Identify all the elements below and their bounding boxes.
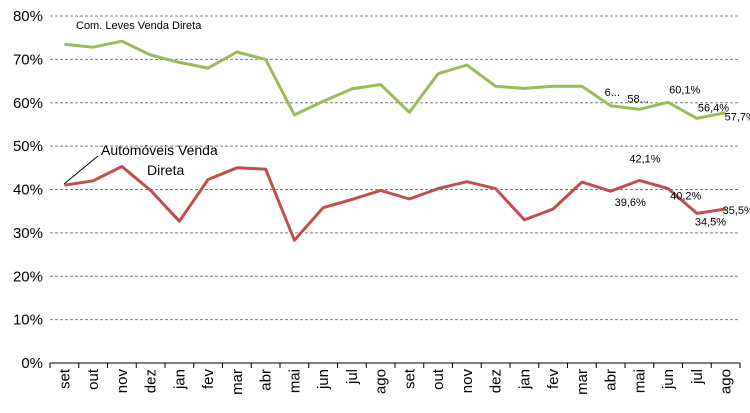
data-label: 56,4% <box>698 102 729 114</box>
x-tick-label: jan <box>171 369 188 390</box>
x-tick-label: abr <box>258 369 275 391</box>
x-tick-label: nov <box>114 369 131 394</box>
x-tick-label: abr <box>603 369 620 391</box>
data-label: 57,7% <box>725 112 750 124</box>
series-line-1 <box>64 165 726 242</box>
x-tick-label: ago <box>373 369 390 394</box>
data-label: 58... <box>627 93 648 105</box>
data-label: 39,6% <box>615 197 646 209</box>
data-label: 6... <box>605 87 620 99</box>
x-axis <box>49 362 741 368</box>
y-tick-label: 60% <box>13 95 43 112</box>
x-tick-label: ago <box>718 369 735 394</box>
series-label-com-leves: Com. Leves Venda Direta <box>76 20 202 32</box>
x-tick-label: mai <box>286 369 303 393</box>
x-tick-label: mai <box>631 369 648 393</box>
x-tick-label: mar <box>229 369 246 395</box>
series-lines <box>64 39 726 242</box>
y-tick-label: 10% <box>13 312 43 329</box>
y-tick-label: 0% <box>21 355 43 372</box>
y-tick-label: 40% <box>13 182 43 199</box>
y-tick-label: 30% <box>13 225 43 242</box>
y-tick-label: 80% <box>13 8 43 25</box>
x-tick-label: dez <box>488 369 505 393</box>
x-tick-label: set <box>56 368 73 389</box>
data-label: 60,1% <box>669 84 700 96</box>
data-label: 42,1% <box>629 153 660 165</box>
x-tick-label: jul <box>344 369 361 385</box>
x-tick-label: mar <box>574 369 591 395</box>
x-tick-label: jan <box>516 369 533 390</box>
x-tick-label: set <box>401 368 418 389</box>
series-label-automoveis-line2: Direta <box>147 162 185 178</box>
y-tick-label: 70% <box>13 51 43 68</box>
data-label: 40,2% <box>670 191 701 203</box>
data-label: 35,5% <box>723 205 750 217</box>
x-tick-label: jul <box>689 369 706 385</box>
x-tick-label: jun <box>315 369 332 390</box>
x-tick-label: fev <box>545 369 562 390</box>
x-tick-label: fev <box>200 369 217 390</box>
x-tick-label: jun <box>660 369 677 390</box>
data-label: 34,5% <box>695 216 726 228</box>
y-axis-tick-labels: 0% 10% 20% 30% 40% 50% 60% 70% 80% <box>13 8 43 372</box>
x-tick-label: out <box>85 368 102 390</box>
data-labels: 6... 58... 60,1% 56,4%57,7% 39,6% 42,1% 40,2% 3… <box>605 84 750 228</box>
series-label-leader-line <box>63 155 99 185</box>
y-tick-label: 20% <box>13 268 43 285</box>
series-label-automoveis-line1: Automóveis Venda <box>101 142 218 158</box>
series-line-0 <box>64 39 726 120</box>
x-tick-label: out <box>430 368 447 390</box>
x-tick-label: dez <box>143 369 160 393</box>
x-tick-label: nov <box>459 369 476 394</box>
x-axis-tick-labels: set out nov dez jan fev mar abr mai jun jul ago set o… <box>56 368 734 395</box>
y-tick-label: 50% <box>13 138 43 155</box>
